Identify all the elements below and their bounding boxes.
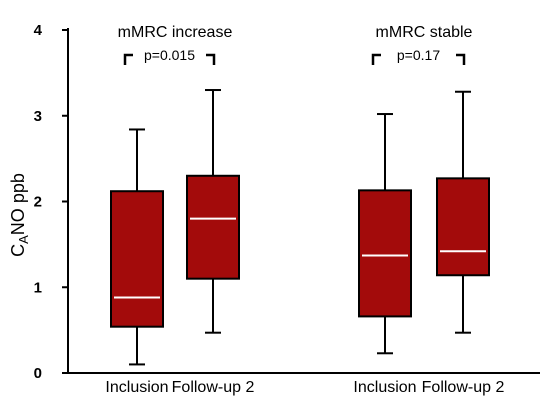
box-group: mMRC increase p=0.015 Inclusion Follow-up 2 (105, 24, 254, 396)
box: Inclusion (353, 113, 417, 396)
box-body (186, 174, 240, 280)
y-tick-label: 4 (34, 22, 43, 39)
box-body (436, 177, 490, 277)
category-label: Follow-up 2 (172, 379, 255, 396)
group-label: mMRC stable (376, 24, 473, 41)
box: Follow-up 2 (172, 89, 255, 396)
category-label: Inclusion (353, 379, 416, 396)
category-label: Follow-up 2 (422, 379, 505, 396)
box-group: mMRC stable p=0.17 Inclusion Follow-up 2 (353, 24, 504, 396)
bracket-left (123, 53, 133, 65)
p-value-label: p=0.17 (397, 47, 440, 63)
y-tick-label: 3 (34, 108, 42, 125)
category-label: Inclusion (105, 379, 168, 396)
box: Follow-up 2 (422, 90, 505, 396)
group-label: mMRC increase (118, 24, 233, 41)
y-tick-label: 2 (34, 194, 42, 211)
y-tick-label: 1 (34, 279, 42, 296)
y-tick-label: 0 (34, 365, 42, 382)
bracket-right (456, 53, 466, 65)
bracket-left (371, 53, 381, 65)
y-axis-label-rest: NO ppb (8, 173, 28, 235)
box: Inclusion (105, 128, 169, 396)
p-value-label: p=0.015 (144, 47, 195, 63)
y-ticks: 0 1 2 3 4 (34, 22, 68, 382)
y-axis-label-main: C (8, 244, 28, 257)
y-axis-label: CANO ppb (8, 173, 31, 257)
box-body (358, 189, 412, 318)
box-body (110, 190, 164, 328)
y-axis-label-sub: A (16, 235, 31, 244)
bracket-right (206, 53, 216, 65)
